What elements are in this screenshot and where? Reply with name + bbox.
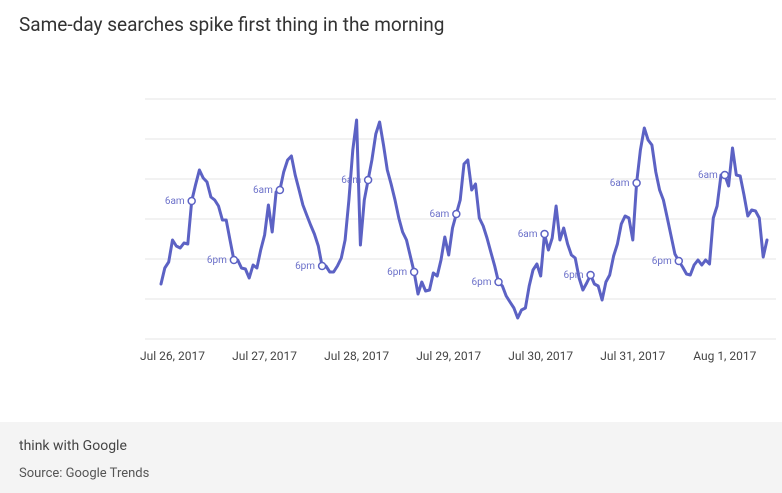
x-tick-label: Jul 29, 2017	[416, 349, 481, 363]
x-tick-label: Jul 26, 2017	[140, 349, 205, 363]
annotation-marker	[674, 256, 684, 266]
annotation-marker	[494, 277, 503, 287]
annotation-label: 6am	[341, 175, 361, 186]
annotation-marker	[720, 170, 730, 180]
footer-background	[0, 422, 782, 493]
annotation-label: 6am	[429, 209, 449, 220]
annotation-label: 6pm	[564, 270, 584, 281]
annotation-marker	[586, 270, 595, 280]
annotation-marker	[632, 178, 641, 188]
annotation-label: 6pm	[472, 277, 492, 288]
x-tick-label: Jul 27, 2017	[232, 349, 297, 363]
annotation-marker	[452, 209, 461, 219]
annotation-label: 6am	[698, 170, 718, 181]
annotation-label: 6am	[610, 178, 630, 189]
x-tick-label: Aug 1, 2017	[693, 349, 756, 363]
annotation-marker	[229, 255, 239, 265]
annotation-marker	[409, 267, 419, 277]
annotation-label: 6am	[253, 185, 273, 196]
x-tick-label: Jul 28, 2017	[324, 349, 389, 363]
x-tick-label: Jul 31, 2017	[600, 349, 665, 363]
annotation-marker	[187, 196, 196, 206]
annotation-label: 6pm	[652, 256, 672, 267]
x-tick-label: Jul 30, 2017	[508, 349, 573, 363]
annotation-label: 6am	[165, 196, 185, 207]
source: Source: Google Trends	[19, 466, 150, 481]
annotation-label: 6pm	[387, 267, 407, 278]
chart-title: Same-day searches spike first thing in t…	[19, 13, 444, 36]
annotation-label: 6pm	[207, 255, 227, 266]
brand: think with Google	[19, 438, 127, 454]
annotation-marker	[540, 229, 549, 239]
annotation-label: 6pm	[295, 261, 315, 272]
annotation-marker	[275, 185, 285, 195]
series-line	[159, 118, 769, 320]
annotation-marker	[363, 175, 373, 185]
annotation-label: 6am	[518, 229, 538, 240]
annotation-marker	[317, 261, 327, 271]
